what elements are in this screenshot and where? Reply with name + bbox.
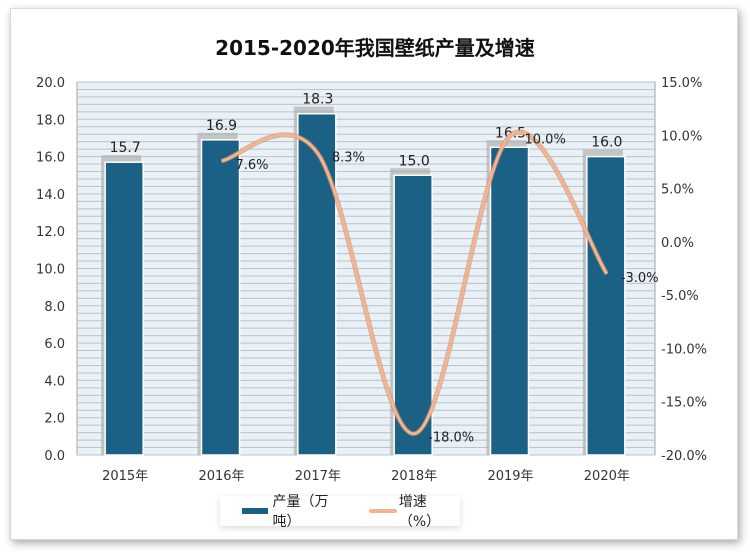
- left-tick-label: 20.0: [36, 76, 65, 91]
- left-tick-label: 0.0: [44, 449, 65, 464]
- left-tick-label: 16.0: [36, 151, 65, 166]
- right-tick-label: 10.0%: [661, 129, 702, 144]
- x-tick-label: 2016年: [198, 469, 244, 484]
- bar: [297, 112, 337, 456]
- legend: 产量（万吨） 增速（%）: [220, 494, 460, 530]
- left-tick-label: 4.0: [44, 374, 65, 389]
- left-tick-label: 8.0: [44, 300, 65, 315]
- bar-data-label: 15.7: [110, 140, 141, 156]
- right-tick-label: 0.0%: [661, 236, 694, 251]
- x-tick-label: 2020年: [584, 469, 630, 484]
- right-tick-label: -5.0%: [661, 289, 699, 304]
- bar: [393, 174, 433, 456]
- growth-line: [221, 130, 609, 436]
- legend-swatch-line: [368, 509, 397, 513]
- line-data-label: 7.6%: [236, 158, 269, 173]
- left-tick-label: 18.0: [36, 113, 65, 128]
- line-data-label: -3.0%: [621, 271, 659, 286]
- bar: [104, 161, 144, 456]
- line-data-label: 10.0%: [525, 132, 566, 147]
- x-tick-label: 2015年: [102, 469, 148, 484]
- right-tick-label: -20.0%: [661, 449, 707, 464]
- legend-label-line: 增速（%）: [398, 494, 441, 530]
- chart-title: 2015-2020年我国壁纸产量及增速: [215, 36, 535, 60]
- bar: [489, 146, 530, 456]
- legend-swatch-bar: [242, 508, 269, 514]
- left-tick-label: 6.0: [44, 337, 65, 352]
- left-tick-label: 14.0: [36, 188, 65, 203]
- line-data-label: 8.3%: [332, 150, 365, 165]
- bar-data-label: 16.0: [591, 135, 622, 151]
- bar-data-label: 16.9: [206, 118, 237, 134]
- right-tick-label: 5.0%: [661, 183, 694, 198]
- bar: [586, 155, 626, 456]
- legend-label-bar: 产量（万吨）: [272, 494, 329, 530]
- left-tick-label: 10.0: [36, 263, 65, 278]
- line-data-label: -18.0%: [428, 431, 474, 446]
- bar: [200, 139, 241, 456]
- right-tick-label: -15.0%: [661, 396, 707, 411]
- right-tick-label: 15.0%: [661, 76, 702, 91]
- left-tick-label: 2.0: [44, 412, 65, 427]
- x-tick-label: 2017年: [295, 469, 341, 484]
- right-tick-label: -10.0%: [661, 342, 707, 357]
- bar-data-label: 15.0: [399, 153, 430, 169]
- left-tick-label: 12.0: [36, 225, 65, 240]
- bar-data-label: 18.3: [302, 92, 333, 108]
- x-tick-label: 2018年: [391, 469, 437, 484]
- x-tick-label: 2019年: [487, 469, 533, 484]
